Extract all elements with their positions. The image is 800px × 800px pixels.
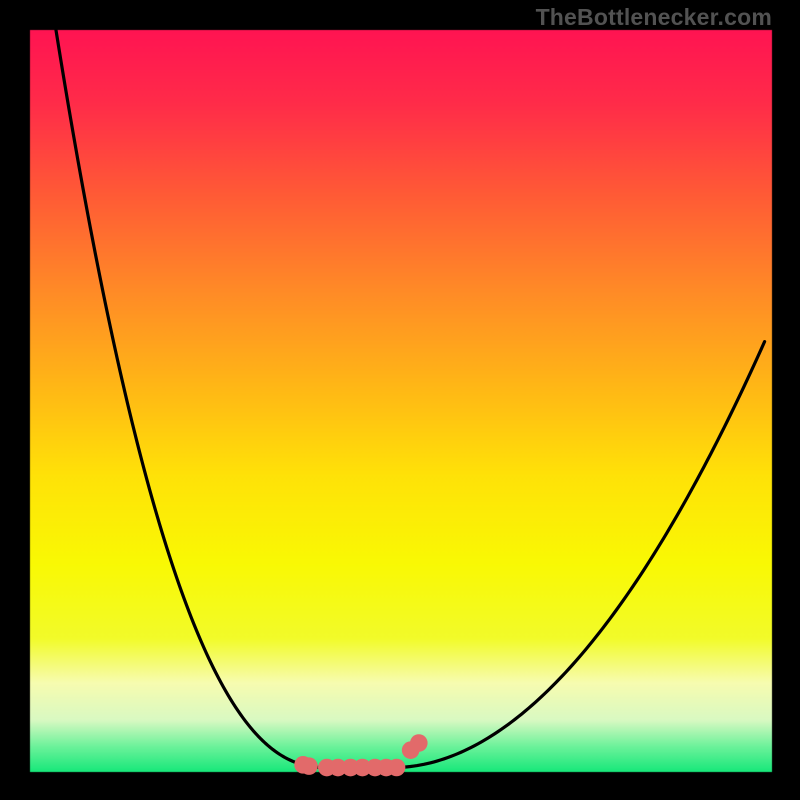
data-marker (300, 757, 318, 775)
bottleneck-curve (56, 30, 765, 768)
data-marker (388, 759, 406, 777)
data-marker (410, 734, 428, 752)
curve-layer (0, 0, 800, 800)
chart-container: TheBottlenecker.com (0, 0, 800, 800)
watermark-text: TheBottlenecker.com (536, 4, 772, 31)
